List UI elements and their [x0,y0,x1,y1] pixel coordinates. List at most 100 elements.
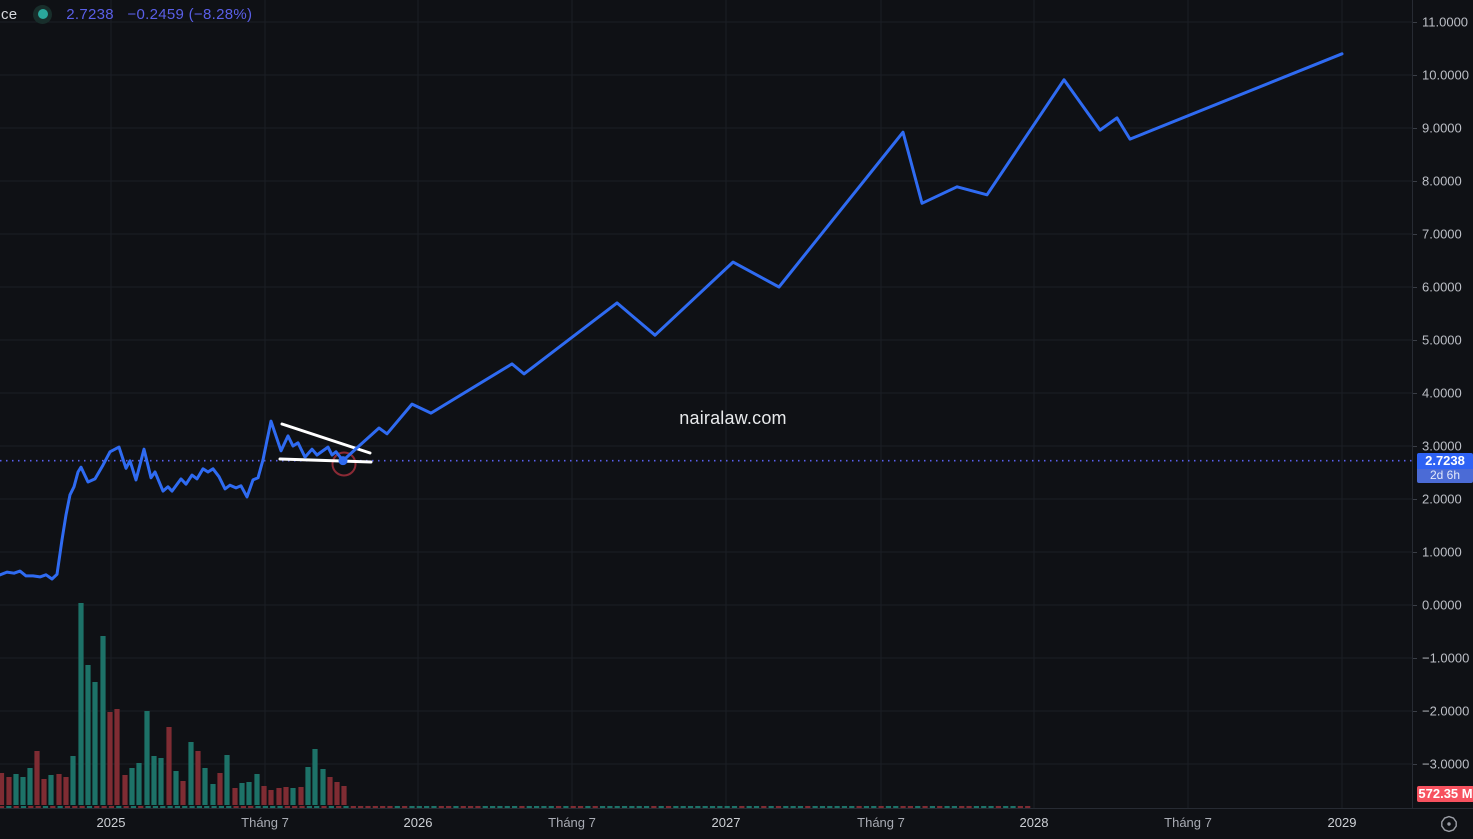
volume-dash [42,806,49,808]
volume-dash [621,806,628,808]
volume-dash [805,806,811,808]
volume-dash [629,806,635,808]
price-axis-tick [1413,552,1417,553]
volume-dash [152,806,159,808]
time-axis-label-2026: 2026 [403,815,433,830]
volume-bar [334,782,340,805]
current-price-label[interactable]: 2.7238 2d 6h [1417,452,1473,483]
price-axis-label: 11.0000 [1422,14,1469,30]
time-axis-label-2029: 2029 [1327,815,1357,830]
volume-dash [673,806,679,808]
volume-bar [70,756,76,805]
volume-dash [20,806,27,808]
volume-dash [512,806,518,808]
price-axis-label: 8.0000 [1422,173,1462,189]
volume-bar [305,767,311,805]
volume-dash [211,806,217,808]
market-status-dot[interactable] [33,4,53,24]
volume-dash [0,806,5,808]
volume-dash [182,806,188,808]
volume-dash [321,806,327,808]
bar-countdown: 2d 6h [1417,468,1473,483]
volume-bar [254,774,260,805]
volume-dash [284,806,290,808]
volume-dash [160,806,166,808]
volume-dash [768,806,774,808]
volume-dash [599,806,606,808]
price-scale[interactable]: 2.7238 2d 6h 572.35 M 11.0000 10.0000 9.00… [1412,0,1473,808]
price-line[interactable] [0,52,1344,581]
volume-dash [240,806,246,808]
volume-dash [731,806,738,808]
time-axis-label-2025: 2025 [96,815,126,830]
price-axis-tick [1413,764,1417,765]
volume-dash [563,806,569,808]
annotation-circle[interactable] [331,451,357,477]
volume-dash [856,806,862,808]
trendline[interactable] [278,457,373,464]
volume-dash [13,806,19,808]
volume-dash [687,806,694,808]
time-scale[interactable]: 2025 Tháng 7 2026 Tháng 7 2027 Tháng 7 2028 Thá… [0,808,1473,839]
volume-bar [195,751,201,805]
volume-dash [717,806,723,808]
current-price-dot [338,456,348,466]
pane-background [0,0,1412,808]
volume-dash [358,806,364,808]
volume-dash [819,806,826,808]
volume-dash [1010,806,1016,808]
volume-bar [166,727,172,805]
volume-dash [585,806,591,808]
volume-dash [739,806,745,808]
volume-dash [138,806,144,808]
volume-bar [6,777,12,805]
volume-bar [63,777,69,805]
volume-dash [533,806,540,808]
volume-dash [189,806,195,808]
volume-dash [497,806,503,808]
volume-dash [409,806,415,808]
scale-settings-gear-icon[interactable] [1439,814,1459,834]
volume-bar [129,768,135,805]
price-axis-tick [1413,234,1417,235]
volume-dash [402,806,408,808]
volume-dash [79,806,85,808]
chart-pane[interactable] [0,0,1412,808]
volume-bar [13,774,19,805]
volume-bar [27,768,33,805]
volume-dash [849,806,855,808]
price-axis-label: 6.0000 [1422,279,1462,295]
volume-bar [144,711,150,805]
volume-dash [555,806,562,808]
volume-dash [350,806,356,808]
volume-dash [519,806,525,808]
legend-values: 2.7238 −0.2459 (−8.28%) [66,6,252,23]
volume-dash [468,806,474,808]
volume-dash [504,806,510,808]
volume-bar [180,781,186,805]
volume-dash [761,806,767,808]
volume-dash [570,806,576,808]
price-axis-tick [1413,340,1417,341]
volume-bar [327,777,333,805]
volume-dash [226,806,232,808]
volume-dash [101,806,107,808]
volume-dash [292,806,298,808]
volume-dash [922,806,928,808]
volume-bar [41,779,47,805]
volume-dash [577,806,584,808]
volume-dash [94,806,100,808]
volume-bar [290,788,296,805]
volume-dash [548,806,554,808]
watermark: nairalaw.com [679,408,787,428]
volume-dash [665,806,672,808]
volume-dash [262,806,268,808]
volume-dash [973,806,979,808]
volume-dash [981,806,987,808]
volume-bar [202,768,208,805]
volume-bar [188,742,194,805]
volume-dash [35,806,41,808]
price-axis-tick [1413,128,1417,129]
volume-dash [72,806,78,808]
legend-change: −0.2459 (−8.28%) [127,5,253,23]
